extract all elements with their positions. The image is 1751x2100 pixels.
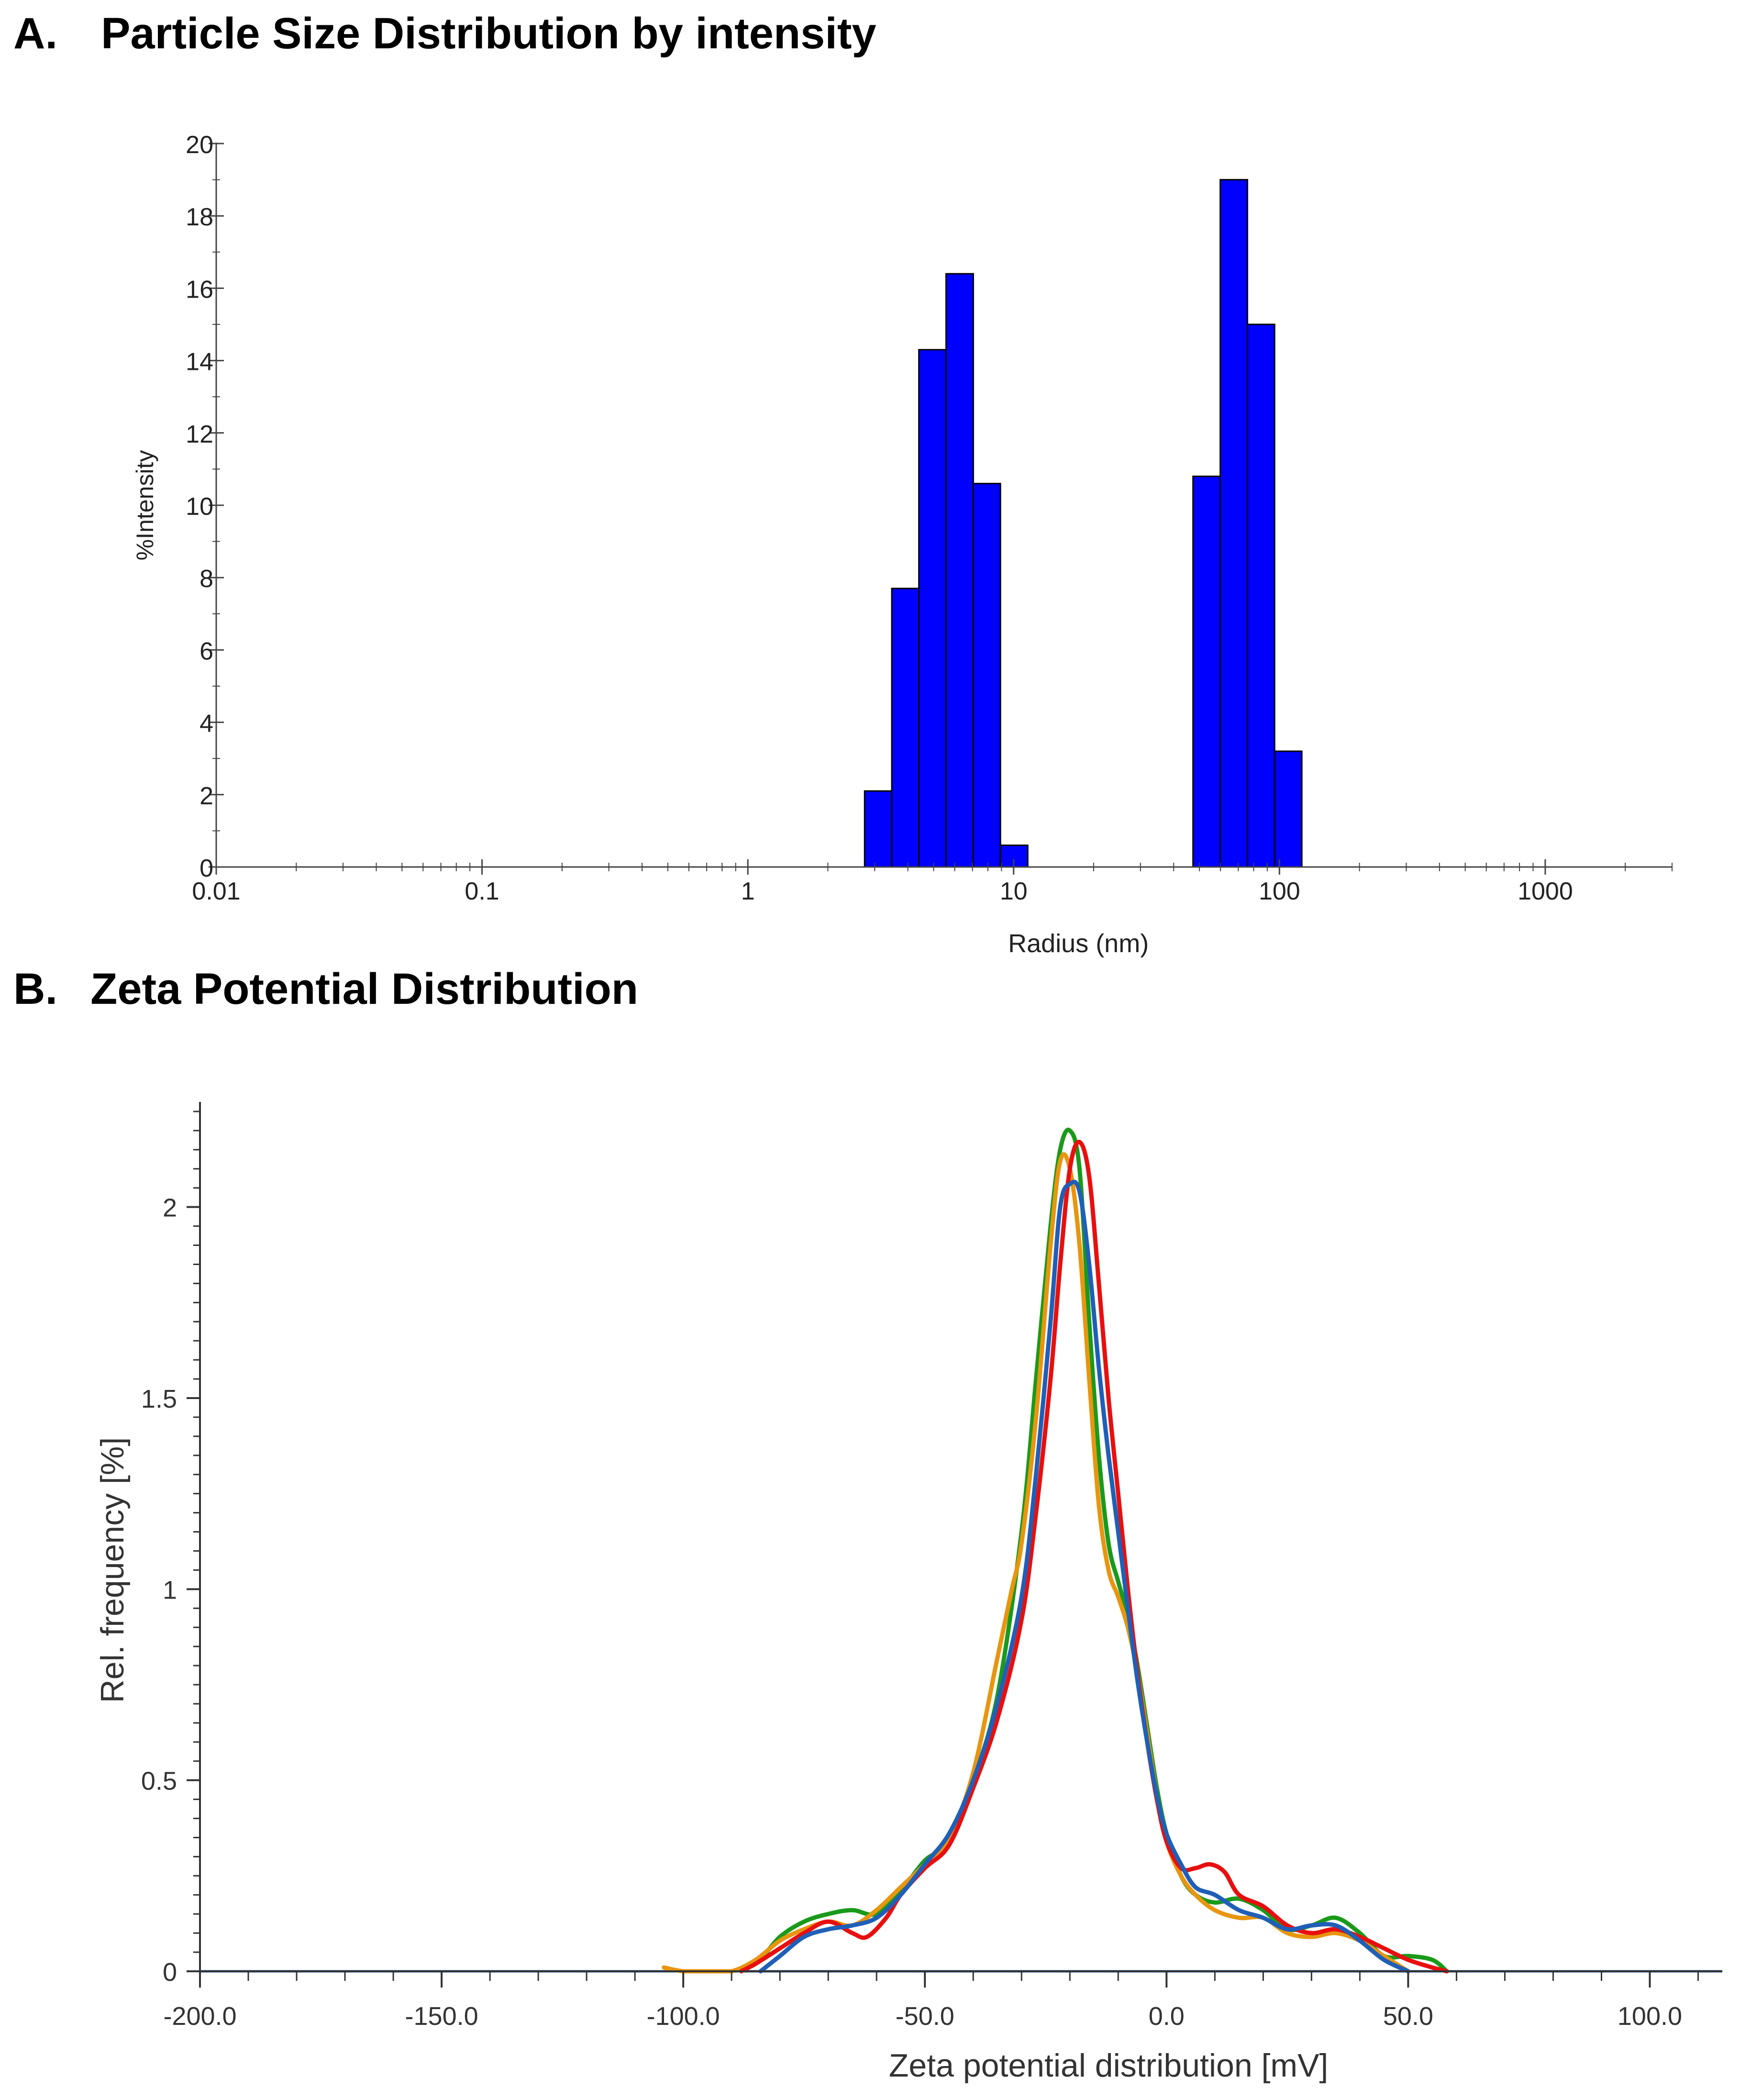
particle-size-histogram: 0 2 4 6 8 10 12 14 16 18 20 0.01 0.1 1 10 100 1000 Radius… bbox=[132, 131, 1673, 958]
x-tick-label: 0.0 bbox=[1149, 2002, 1185, 2031]
y-tick-label: 4 bbox=[199, 710, 213, 738]
y-tick-label: 1 bbox=[163, 1576, 177, 1604]
y-tick-label: 6 bbox=[199, 637, 213, 665]
y-tick-label: 2 bbox=[199, 782, 213, 810]
series-line-1 bbox=[662, 1152, 1410, 1974]
x-tick-label: 10 bbox=[1000, 878, 1028, 905]
series-line-2 bbox=[739, 1140, 1449, 1974]
y-tick-label: 0 bbox=[199, 855, 213, 882]
x-tick-label: 1000 bbox=[1518, 878, 1573, 905]
histogram-bar-7 bbox=[1219, 179, 1248, 868]
y-axis-label: %Intensity bbox=[132, 450, 158, 561]
x-axis-label: Zeta potential distribution [mV] bbox=[889, 2047, 1328, 2084]
y-tick-label: 8 bbox=[199, 565, 213, 593]
zeta-potential-chart: 0 0.5 1 1.5 2 -200.0 -150.0 -100.0 -50.0 0.0 50.0 1… bbox=[94, 1102, 1722, 2084]
x-tick-label: 100 bbox=[1259, 878, 1300, 905]
series-line-0 bbox=[729, 1127, 1449, 1974]
panel-a-title: Particle Size Distribution by intensity bbox=[101, 9, 876, 58]
panel-b-title: Zeta Potential Distribution bbox=[90, 965, 639, 1013]
x-tick-label: 50.0 bbox=[1383, 2002, 1433, 2031]
histogram-bar-3 bbox=[945, 273, 974, 868]
x-tick-label: 0.1 bbox=[465, 878, 499, 905]
x-tick-label: -200.0 bbox=[163, 2002, 236, 2031]
y-tick-label: 18 bbox=[186, 203, 213, 231]
x-tick-label: 1 bbox=[741, 878, 755, 905]
panel-a-label: A. bbox=[13, 9, 57, 58]
x-tick-label: -100.0 bbox=[647, 2002, 720, 2031]
x-tick-label: 0.01 bbox=[192, 878, 240, 905]
y-tick-label: 12 bbox=[186, 421, 213, 448]
histogram-bar-8 bbox=[1246, 323, 1275, 868]
y-tick-label: 0.5 bbox=[141, 1767, 177, 1796]
histogram-bar-4 bbox=[972, 483, 1001, 868]
panel-a-heading: A. Particle Size Distribution by intensi… bbox=[13, 9, 876, 59]
histogram-bar-6 bbox=[1192, 476, 1221, 868]
panel-b-heading: B. Zeta Potential Distribution bbox=[13, 964, 638, 1014]
histogram-bar-1 bbox=[891, 588, 920, 868]
y-tick-label: 16 bbox=[186, 276, 213, 303]
y-tick-label: 10 bbox=[186, 493, 213, 521]
histogram-bar-0 bbox=[864, 790, 893, 868]
panel-b-label: B. bbox=[13, 965, 57, 1013]
x-tick-label: -50.0 bbox=[896, 2002, 954, 2031]
series-line-3 bbox=[758, 1179, 1410, 1974]
x-tick-label: -150.0 bbox=[405, 2002, 478, 2031]
y-tick-label: 20 bbox=[186, 131, 213, 159]
y-tick-label: 1.5 bbox=[141, 1385, 177, 1413]
y-axis-label: Rel. frequency [%] bbox=[94, 1437, 131, 1703]
y-tick-label: 14 bbox=[186, 348, 213, 376]
y-tick-label: 2 bbox=[163, 1194, 177, 1222]
histogram-bar-2 bbox=[918, 349, 947, 868]
y-tick-label: 0 bbox=[163, 1958, 177, 1987]
x-axis-label: Radius (nm) bbox=[1008, 929, 1149, 958]
x-tick-label: 100.0 bbox=[1618, 2002, 1682, 2031]
histogram-bar-9 bbox=[1274, 750, 1303, 868]
